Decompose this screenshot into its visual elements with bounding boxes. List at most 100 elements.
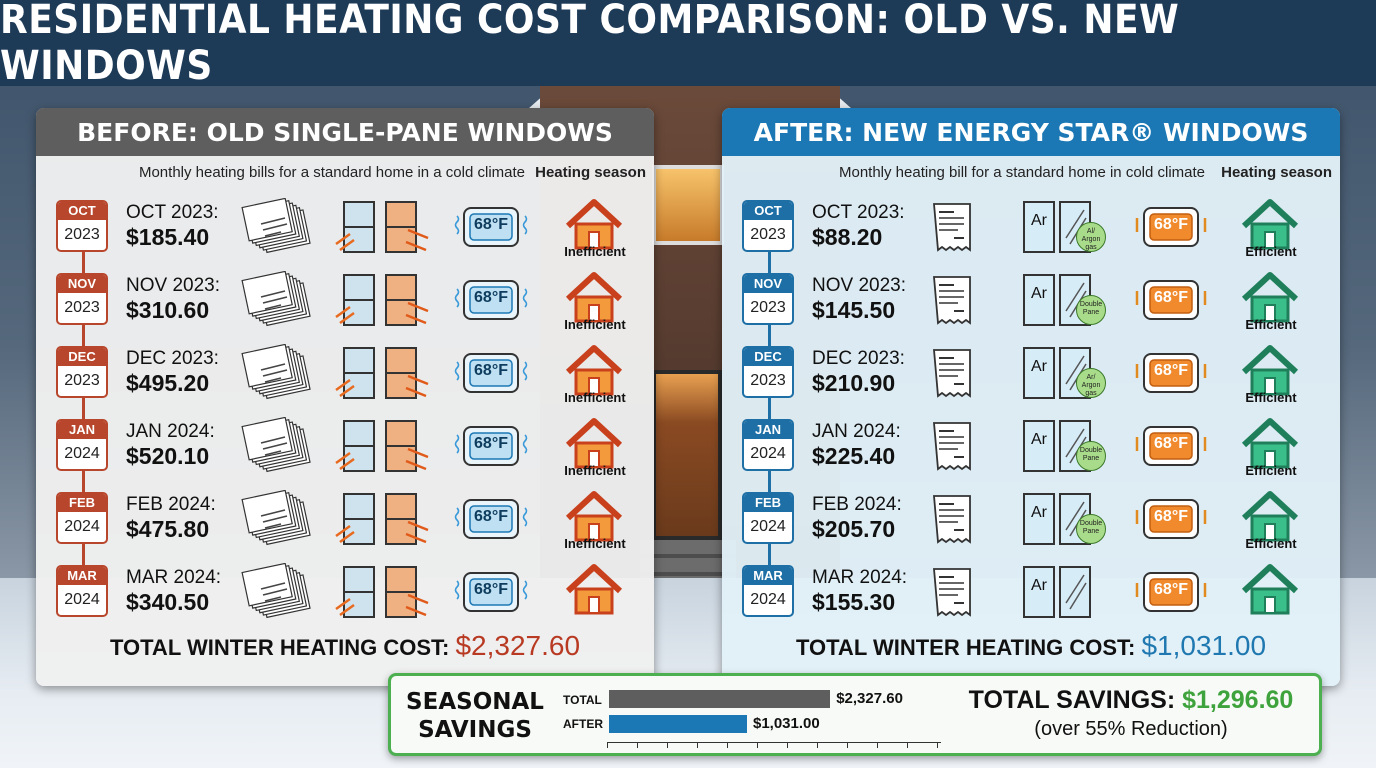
- receipt-icon: [928, 565, 976, 621]
- drafty-window-icon: [334, 563, 430, 621]
- before-panel: BEFORE: OLD SINGLE-PANE WINDOWS Monthly …: [36, 108, 654, 686]
- bar-total-label: TOTAL: [563, 693, 602, 707]
- calendar-month: DEC: [58, 348, 106, 366]
- savings-title-line2: SAVINGS: [418, 717, 532, 743]
- axis-tick: [697, 742, 698, 748]
- bar-after-value: $1,031.00: [752, 715, 820, 732]
- bill-stack-icon: [241, 562, 311, 623]
- before-month-row: OCT 2023 OCT 2023: $185.40 68°F Inefficient: [36, 196, 654, 262]
- title-bar: RESIDENTIAL HEATING COST COMPARISON: OLD…: [0, 0, 1376, 89]
- efficiency-label: Efficient: [1245, 244, 1297, 259]
- argon-badge: Double Pane: [1076, 295, 1106, 325]
- bill-stack-icon: [241, 197, 311, 258]
- after-month-row: OCT 2023 OCT 2023: $88.20 Ar Al/ Argon gas 68°…: [722, 196, 1340, 262]
- house-icon: [562, 415, 626, 471]
- house-icon: [562, 196, 626, 252]
- drafty-window-icon: [334, 344, 430, 402]
- month-label: JAN 2024:: [812, 421, 901, 442]
- drafty-window-icon: [334, 417, 430, 475]
- calendar-year: 2023: [750, 372, 786, 389]
- thermostat-icon: 68°F: [454, 567, 528, 617]
- calendar-year: 2024: [750, 518, 786, 535]
- bar-total-value: $2,327.60: [836, 690, 903, 707]
- thermostat-reading: 68°F: [1154, 581, 1188, 598]
- calendar-month: OCT: [58, 202, 106, 220]
- drafty-window-icon: [334, 271, 430, 329]
- axis-tick: [877, 742, 878, 748]
- before-subtitle: Monthly heating bills for a standard hom…: [138, 164, 526, 181]
- bill-stack-icon: [241, 343, 311, 404]
- axis-tick: [607, 742, 608, 748]
- calendar-icon: FEB 2024: [742, 492, 794, 544]
- month-cost: $205.70: [812, 516, 896, 542]
- calendar-year: 2024: [750, 591, 786, 608]
- thermostat-reading: 68°F: [474, 581, 508, 598]
- thermostat-reading: 68°F: [1154, 362, 1188, 379]
- month-cost: $475.80: [126, 516, 210, 542]
- month-cost: $495.20: [126, 370, 210, 396]
- efficiency-label: Efficient: [1245, 390, 1297, 405]
- efficiency-label: Inefficient: [564, 463, 626, 478]
- house-icon: [1238, 561, 1302, 617]
- after-total: TOTAL WINTER HEATING COST: $1,031.00: [722, 630, 1340, 662]
- month-label: MAR 2024:: [126, 567, 222, 588]
- month-cost: $88.20: [812, 224, 883, 250]
- month-label: DEC 2023:: [812, 348, 905, 369]
- calendar-year: 2024: [64, 591, 100, 608]
- calendar-month: MAR: [58, 567, 106, 585]
- calendar-year: 2023: [64, 226, 100, 243]
- calendar-year: 2023: [64, 299, 100, 316]
- month-cost: $185.40: [126, 224, 210, 250]
- argon-label: Ar: [1031, 285, 1047, 302]
- savings-title: SEASONAL SAVINGS: [405, 688, 545, 744]
- axis-tick: [787, 742, 788, 748]
- calendar-icon: DEC 2023: [56, 346, 108, 398]
- after-subtitle: Monthly heating bill for a standard home…: [838, 164, 1206, 181]
- after-subtitle-row: Monthly heating bill for a standard home…: [722, 164, 1340, 186]
- argon-label: Ar: [1031, 504, 1047, 521]
- reduction-note: (over 55% Reduction): [1034, 718, 1228, 740]
- calendar-month: JAN: [58, 421, 106, 439]
- month-label: JAN 2024:: [126, 421, 215, 442]
- total-savings: TOTAL SAVINGS: $1,296.60: [961, 686, 1301, 715]
- calendar-month: FEB: [58, 494, 106, 512]
- bill-stack-icon: [241, 416, 311, 477]
- before-month-row: MAR 2024 MAR 2024: $340.50 68°F: [36, 561, 654, 627]
- receipt-icon: [928, 346, 976, 402]
- calendar-month: OCT: [744, 202, 792, 220]
- thermostat-reading: 68°F: [474, 362, 508, 379]
- month-label: NOV 2023:: [812, 275, 906, 296]
- efficiency-label: Inefficient: [564, 536, 626, 551]
- thermostat-icon: 68°F: [1134, 275, 1208, 325]
- drafty-window-icon: [334, 198, 430, 256]
- month-label: NOV 2023:: [126, 275, 220, 296]
- calendar-year: 2023: [750, 299, 786, 316]
- savings-title-line1: SEASONAL: [406, 689, 544, 715]
- efficiency-label: Efficient: [1245, 463, 1297, 478]
- total-savings-value: $1,296.60: [1182, 686, 1294, 714]
- month-label: OCT 2023:: [812, 202, 905, 223]
- argon-badge: Al/ Argon gas: [1076, 222, 1106, 252]
- calendar-year: 2024: [64, 518, 100, 535]
- house-icon: [1238, 415, 1302, 471]
- axis-tick: [727, 742, 728, 748]
- month-cost: $225.40: [812, 443, 896, 469]
- before-total-value: $2,327.60: [455, 630, 581, 661]
- axis-tick: [937, 742, 938, 748]
- house-icon: [1238, 488, 1302, 544]
- calendar-icon: NOV 2023: [56, 273, 108, 325]
- efficiency-label: Efficient: [1245, 536, 1297, 551]
- before-total-label: TOTAL WINTER HEATING COST:: [109, 635, 450, 660]
- argon-badge: Double Pane: [1076, 441, 1106, 471]
- calendar-icon: JAN 2024: [56, 419, 108, 471]
- calendar-year: 2023: [64, 372, 100, 389]
- calendar-icon: DEC 2023: [742, 346, 794, 398]
- calendar-month: NOV: [744, 275, 792, 293]
- bar-total: [609, 690, 831, 708]
- calendar-icon: FEB 2024: [56, 492, 108, 544]
- thermostat-icon: 68°F: [454, 202, 528, 252]
- receipt-icon: [928, 200, 976, 256]
- argon-label: Ar: [1031, 358, 1047, 375]
- receipt-icon: [928, 419, 976, 475]
- thermostat-reading: 68°F: [1154, 508, 1188, 525]
